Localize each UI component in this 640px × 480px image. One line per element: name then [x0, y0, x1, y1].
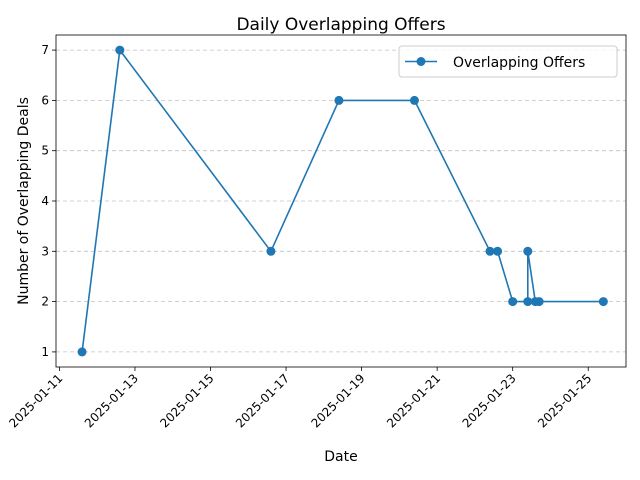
legend-marker-swatch — [416, 57, 426, 66]
legend: Overlapping Offers — [398, 45, 618, 78]
y-tick-label: 5 — [41, 144, 49, 158]
data-point — [598, 297, 608, 307]
data-point — [334, 95, 344, 105]
y-tick-label: 1 — [41, 345, 49, 359]
x-tick-label: 2025-01-25 — [535, 371, 594, 430]
y-tick-label: 4 — [41, 194, 49, 208]
x-tick-label: 2025-01-15 — [157, 371, 216, 430]
x-tick-label: 2025-01-23 — [460, 371, 519, 430]
x-tick-label: 2025-01-19 — [308, 371, 367, 430]
chart-title: Daily Overlapping Offers — [236, 15, 445, 35]
data-point — [493, 246, 503, 256]
x-tick-label: 2025-01-21 — [384, 371, 443, 430]
legend-entry-overlapping-offers: Overlapping Offers — [453, 55, 585, 71]
x-axis-ticks: 2025-01-11 2025-01-13 2025-01-15 2025-01-17… — [6, 367, 594, 430]
data-point — [409, 95, 419, 105]
y-axis-ticks: 1 2 3 4 5 6 7 — [41, 43, 56, 359]
x-axis-label: Date — [324, 449, 357, 465]
y-axis-label: Number of Overlapping Deals — [16, 97, 32, 305]
x-tick-label: 2025-01-13 — [82, 371, 141, 430]
data-point — [523, 297, 533, 307]
y-gridlines — [56, 49, 626, 353]
y-tick-label: 7 — [41, 43, 49, 57]
x-tick-label: 2025-01-11 — [6, 371, 65, 430]
y-tick-label: 3 — [41, 244, 49, 258]
data-point — [115, 45, 125, 55]
data-point — [266, 246, 276, 256]
x-tick-label: 2025-01-17 — [233, 371, 292, 430]
data-point — [77, 347, 87, 357]
data-point — [508, 297, 518, 307]
data-point — [485, 246, 495, 256]
y-tick-label: 6 — [41, 93, 49, 107]
series-layer — [77, 45, 608, 357]
y-tick-label: 2 — [41, 295, 49, 309]
legend-box — [398, 45, 618, 78]
data-point — [534, 297, 544, 307]
data-point — [523, 246, 533, 256]
